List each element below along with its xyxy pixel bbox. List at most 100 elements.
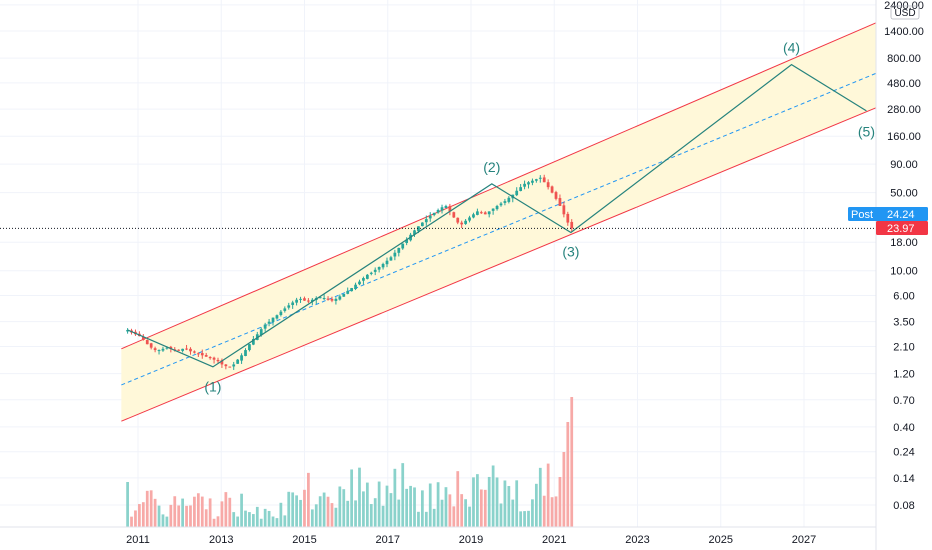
volume-bar (240, 493, 243, 527)
volume-bar (452, 506, 456, 527)
currency-label: USD (894, 8, 915, 19)
volume-bar (145, 490, 149, 527)
volume-bar (464, 499, 467, 527)
price-axis-background (876, 0, 932, 550)
volume-bar (307, 472, 310, 527)
x-tick-label: 2021 (542, 534, 566, 546)
candle-body (444, 205, 448, 209)
candle-body (177, 349, 181, 351)
volume-bar (177, 505, 181, 527)
wave-label: (5) (858, 124, 875, 140)
volume-bar (283, 515, 287, 527)
volume-bar (562, 452, 566, 527)
candle-body (303, 298, 306, 301)
channel-fill (121, 21, 879, 422)
candle-body (472, 214, 475, 218)
candle-body (181, 348, 184, 351)
volume-bar (161, 514, 165, 527)
candle-body (515, 190, 519, 196)
volume-bar (228, 497, 232, 527)
candle-body (503, 201, 507, 203)
volume-bar (385, 485, 389, 527)
volume-bar (421, 490, 424, 527)
volume-bar (259, 518, 263, 527)
candle-body (204, 355, 208, 357)
candle-body (196, 353, 200, 355)
x-tick-label: 2019 (459, 534, 483, 546)
volume-bar (255, 506, 259, 527)
y-tick-label: 0.70 (893, 395, 914, 407)
candle-body (369, 272, 373, 274)
volume-bar (456, 471, 460, 527)
candle-body (157, 350, 161, 352)
volume-bar (479, 489, 483, 527)
candle-body (421, 222, 424, 227)
x-tick-label: 2023 (625, 534, 649, 546)
candle-body (405, 239, 409, 243)
last-price-badge (876, 221, 928, 235)
candle-body (354, 284, 357, 289)
price-axis[interactable]: 2400.001400.00800.00480.00280.00160.0090… (884, 0, 924, 512)
candle-body (476, 211, 479, 215)
volume-bar (126, 482, 129, 527)
candle-body (189, 348, 192, 352)
volume-bar (362, 491, 365, 527)
volume-bar (200, 496, 204, 527)
volume-bar (409, 485, 412, 527)
candle-body (495, 205, 499, 210)
volume-bar (271, 516, 275, 527)
candle-body (228, 366, 232, 368)
volume-bar (169, 504, 173, 527)
candle-body (330, 298, 334, 301)
grid-lines (0, 0, 876, 527)
volume-bar (413, 487, 416, 527)
candle-body (220, 360, 224, 365)
y-tick-label: 18.00 (890, 237, 918, 249)
candle-body (212, 357, 216, 360)
volume-bar (153, 498, 157, 527)
wave-label: (3) (562, 243, 579, 259)
candle-body (558, 198, 562, 206)
volume-bar (389, 493, 393, 527)
volume-bar (224, 492, 228, 527)
candle-body (287, 305, 291, 308)
candle-body (507, 197, 511, 202)
volume-bar (483, 489, 487, 527)
volume-bar (350, 469, 354, 527)
y-tick-label: 0.24 (893, 447, 914, 459)
volume-bar (157, 505, 161, 527)
wave-polyline (127, 63, 867, 368)
candle-body (566, 213, 570, 223)
volume-bar (134, 510, 137, 527)
volume-bar (189, 505, 192, 527)
wave-label: (1) (204, 379, 221, 395)
candle-body (546, 182, 550, 188)
wave-label: (4) (783, 40, 800, 56)
candle-body (307, 300, 310, 302)
volume-bar (503, 480, 507, 527)
volume-bar (393, 468, 397, 527)
candle-body (275, 315, 279, 319)
candle-body (456, 217, 460, 223)
volume-bar (476, 474, 479, 527)
volume-bar (138, 504, 141, 527)
y-tick-label: 10.00 (890, 266, 918, 278)
volume-bar (314, 504, 318, 527)
x-tick-label: 2015 (292, 534, 316, 546)
volume-bar (487, 476, 491, 527)
volume-bar (185, 505, 188, 527)
volume-bar (346, 500, 350, 527)
candle-body (169, 346, 173, 349)
candle-body (141, 336, 145, 340)
time-axis[interactable]: 2011 2013 2015 2017 2019 2021 2023 2025 2027 (0, 526, 876, 546)
candle-body (424, 219, 428, 223)
volume-bar (523, 511, 526, 527)
volume-bar (531, 499, 534, 527)
candle-body (527, 182, 530, 185)
candle-body (279, 311, 283, 316)
volume-bar (173, 496, 177, 527)
candle-body (346, 290, 350, 294)
volume-bar (511, 499, 515, 527)
candle-body (267, 321, 271, 324)
